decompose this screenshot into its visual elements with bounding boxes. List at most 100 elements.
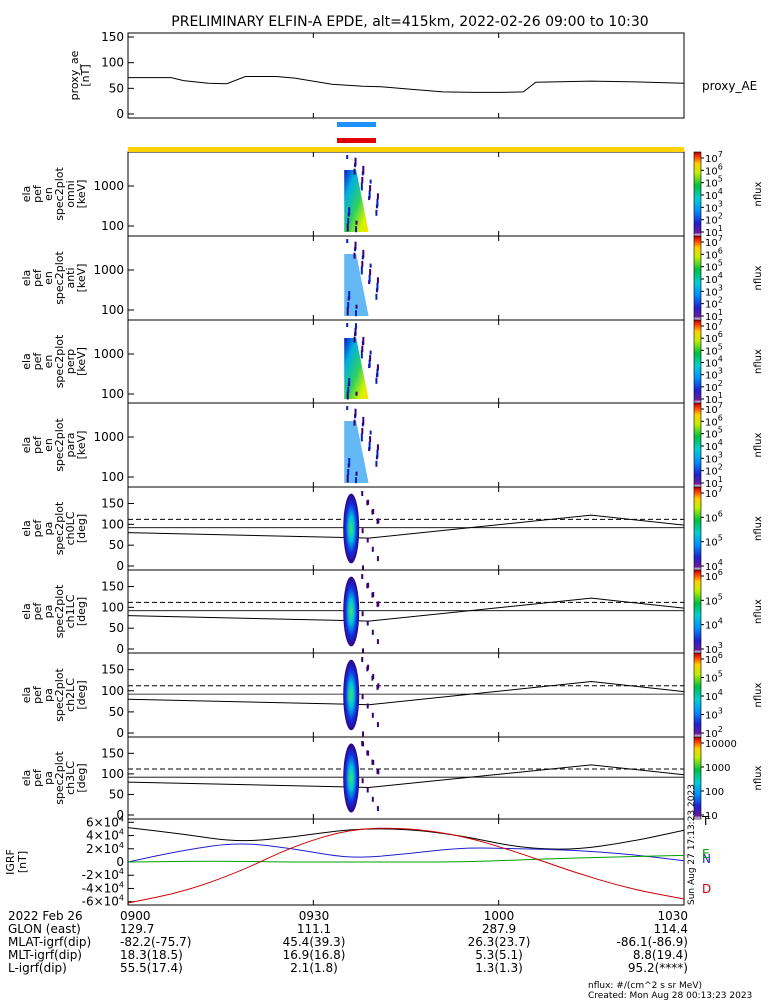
panel-spec2plot_ch2LC-ylabel-line: spec2plot: [53, 668, 66, 722]
proxy-ae-ytick-label: 50: [109, 81, 124, 95]
panel-spec2plot_perp-speck: [360, 350, 363, 359]
x-axis-row-label: L-igrf(dip): [8, 961, 67, 975]
panel-spec2plot_omni-speck: [360, 182, 363, 191]
panel-spec2plot_ch2LC-speck: [367, 664, 370, 670]
igrf-series-D: [127, 827, 685, 904]
panel-spec2plot_omni-speck: [376, 193, 379, 200]
x-axis-row-value: 16.9(16.8): [283, 948, 346, 962]
panel-spec2plot_ch0LC-ylabel-line: spec2plot: [53, 501, 66, 555]
x-axis-row-value: -82.2(-75.7): [120, 935, 191, 949]
panel-spec2plot_anti-speck: [362, 249, 365, 258]
igrf-legend-T: T: [701, 814, 710, 828]
panel-spec2plot_ch3LC-ylabel-line: spec2plot: [53, 751, 66, 805]
x-axis-row-value: 0930: [299, 909, 330, 923]
panel-spec2plot_ch2LC-cb-label: 102: [705, 725, 723, 740]
x-axis-row-value: 1000: [484, 909, 515, 923]
panel-spec2plot_anti-ylabel-line: pef: [31, 268, 44, 287]
side-stamp: Sun Aug 27 17:13:23 2023: [687, 784, 697, 905]
panel-spec2plot_ch0LC-ytick-label: 50: [109, 538, 124, 552]
panel-spec2plot_omni-speck: [369, 185, 372, 192]
panel-spec2plot_ch3LC-ytick-label: 100: [101, 767, 124, 781]
proxy-ae-ytick-label: 0: [116, 107, 124, 121]
panel-spec2plot_ch3LC-ylabel-line: pa: [42, 771, 55, 785]
panel-spec2plot_para-cb-label: 102: [705, 463, 723, 478]
panel-spec2plot_anti-speck: [346, 307, 349, 316]
panel-spec2plot_anti-speck: [347, 302, 350, 308]
panel-spec2plot_perp-speck: [354, 327, 357, 336]
panel-spec2plot_omni-cb-label: 106: [705, 162, 723, 177]
x-axis-row-value: 26.3(23.7): [468, 935, 531, 949]
x-axis-row-value: 2.1(1.8): [290, 961, 338, 975]
panel-spec2plot_ch0LC-ylabel-line: ch0LC: [64, 511, 77, 545]
panel-spec2plot_ch0LC-cb-title: nflux: [753, 516, 764, 541]
panel-spec2plot_omni-speck: [368, 190, 371, 199]
panel-spec2plot_para-cb-title: nflux: [753, 432, 764, 457]
proxy-ae-ytick-label: 150: [101, 30, 124, 44]
panel-spec2plot_ch1LC-speck: [362, 648, 365, 654]
panel-spec2plot_anti-speck: [354, 241, 357, 250]
panel-spec2plot_para-ylabel-line: ela: [20, 437, 33, 454]
panel-spec2plot_ch1LC-speck: [366, 620, 369, 626]
proxy-ae-line: [128, 76, 685, 93]
panel-spec2plot_omni-speck: [348, 207, 351, 215]
panel-spec2plot_ch3LC-frame: [127, 736, 685, 820]
panel-spec2plot_ch0LC-ytick-label: 150: [101, 497, 124, 511]
panel-spec2plot_ch1LC-ytick-label: 100: [101, 600, 124, 614]
panel-spec2plot_omni-ytick-label: 1000: [93, 179, 124, 193]
panel-spec2plot_ch3LC-speck: [361, 778, 364, 784]
panel-spec2plot_omni-speck: [362, 165, 365, 174]
x-axis-row-value: 129.7: [120, 922, 154, 936]
panel-spec2plot_anti-cb-label: 101: [705, 308, 723, 323]
igrf-ytick-label: -4×104: [82, 880, 124, 895]
panel-spec2plot_omni-ylabel-line: spec2plot: [53, 167, 66, 221]
panel-spec2plot_ch3LC-colorbar: [693, 736, 702, 820]
panel-spec2plot_omni-spectrum-blob: [344, 170, 369, 232]
panel-spec2plot_perp-cb-label: 107: [705, 318, 723, 333]
panel-spec2plot_ch3LC-ytick-label: 0: [116, 808, 124, 822]
x-axis-table: 2022 Feb 26 0900 0930 1000 1030 GLON (east) 12…: [8, 909, 688, 975]
panel-spec2plot_ch2LC-ylabel-line: ela: [20, 687, 33, 704]
panel-spec2plot_para-speck: [369, 436, 372, 443]
panel-spec2plot_ch0LC-ylabel-line: pa: [42, 522, 55, 536]
x-axis-row-value: 45.4(39.3): [283, 935, 346, 949]
panel-spec2plot_ch1LC-speck: [377, 601, 380, 607]
panel-spec2plot_perp-speck: [375, 377, 378, 384]
panel-spec2plot_perp-ylabel-line: perp: [64, 349, 77, 374]
panel-spec2plot_ch3LC-speck: [377, 769, 380, 775]
panel-spec2plot_perp-speck: [369, 350, 372, 355]
panel-spec2plot_ch2LC-speck: [376, 722, 379, 728]
panel-spec2plot_perp-speck: [368, 359, 371, 368]
panel-spec2plot_anti-ylabel-line: en: [42, 271, 55, 285]
panel-spec2plot_anti-speck: [369, 269, 372, 276]
panel-spec2plot_anti-ylabel-line: ela: [20, 270, 33, 287]
created-note: Created: Mon Aug 28 00:13:23 2023: [588, 991, 752, 1000]
x-axis-row-value: 95.2(****): [628, 961, 688, 975]
panel-spec2plot_para-ylabel-line: para: [64, 433, 77, 458]
x-axis-row-label: MLT-igrf(dip): [8, 948, 82, 962]
panel-spec2plot_perp-speck: [361, 345, 364, 352]
panel-spec2plot_anti-cb-label: 106: [705, 246, 723, 261]
panel-spec2plot_ch2LC-loss-cone-line: [127, 680, 685, 706]
igrf-series-E: [127, 854, 685, 863]
panel-spec2plot_para-ylabel-line: en: [42, 438, 55, 452]
panel-spec2plot_ch3LC-loss-cone-line: [127, 764, 685, 788]
panel-spec2plot_ch0LC-pa-blob: [343, 493, 360, 564]
panel-spec2plot_omni-speck: [375, 209, 378, 216]
panel-spec2plot_anti-ylabel-line: spec2plot: [53, 251, 66, 305]
panel-spec2plot_ch2LC-ytick-label: 50: [109, 705, 124, 719]
panel-spec2plot_perp-speck: [346, 391, 349, 400]
panel-spec2plot_ch1LC-ylabel-line: [deg]: [75, 597, 88, 626]
units-note: nflux: #/(cm^2 s sr MeV): [588, 981, 702, 991]
x-axis-row-value: 5.3(5.1): [475, 948, 523, 962]
panel-spec2plot_ch1LC-speck: [367, 582, 370, 588]
panel-spec2plot_ch0LC-ylabel-line: [deg]: [75, 514, 88, 543]
panel-spec2plot_perp-speck: [346, 323, 349, 327]
panel-spec2plot_ch1LC-speck: [371, 629, 374, 635]
panel-spec2plot_perp-speck: [369, 355, 372, 362]
panel-spec2plot_ch0LC-speck: [366, 537, 369, 543]
igrf-ylabel: IGRF [nT]: [4, 849, 29, 875]
panel-spec2plot_ch1LC-cb-label: 103: [705, 641, 723, 656]
